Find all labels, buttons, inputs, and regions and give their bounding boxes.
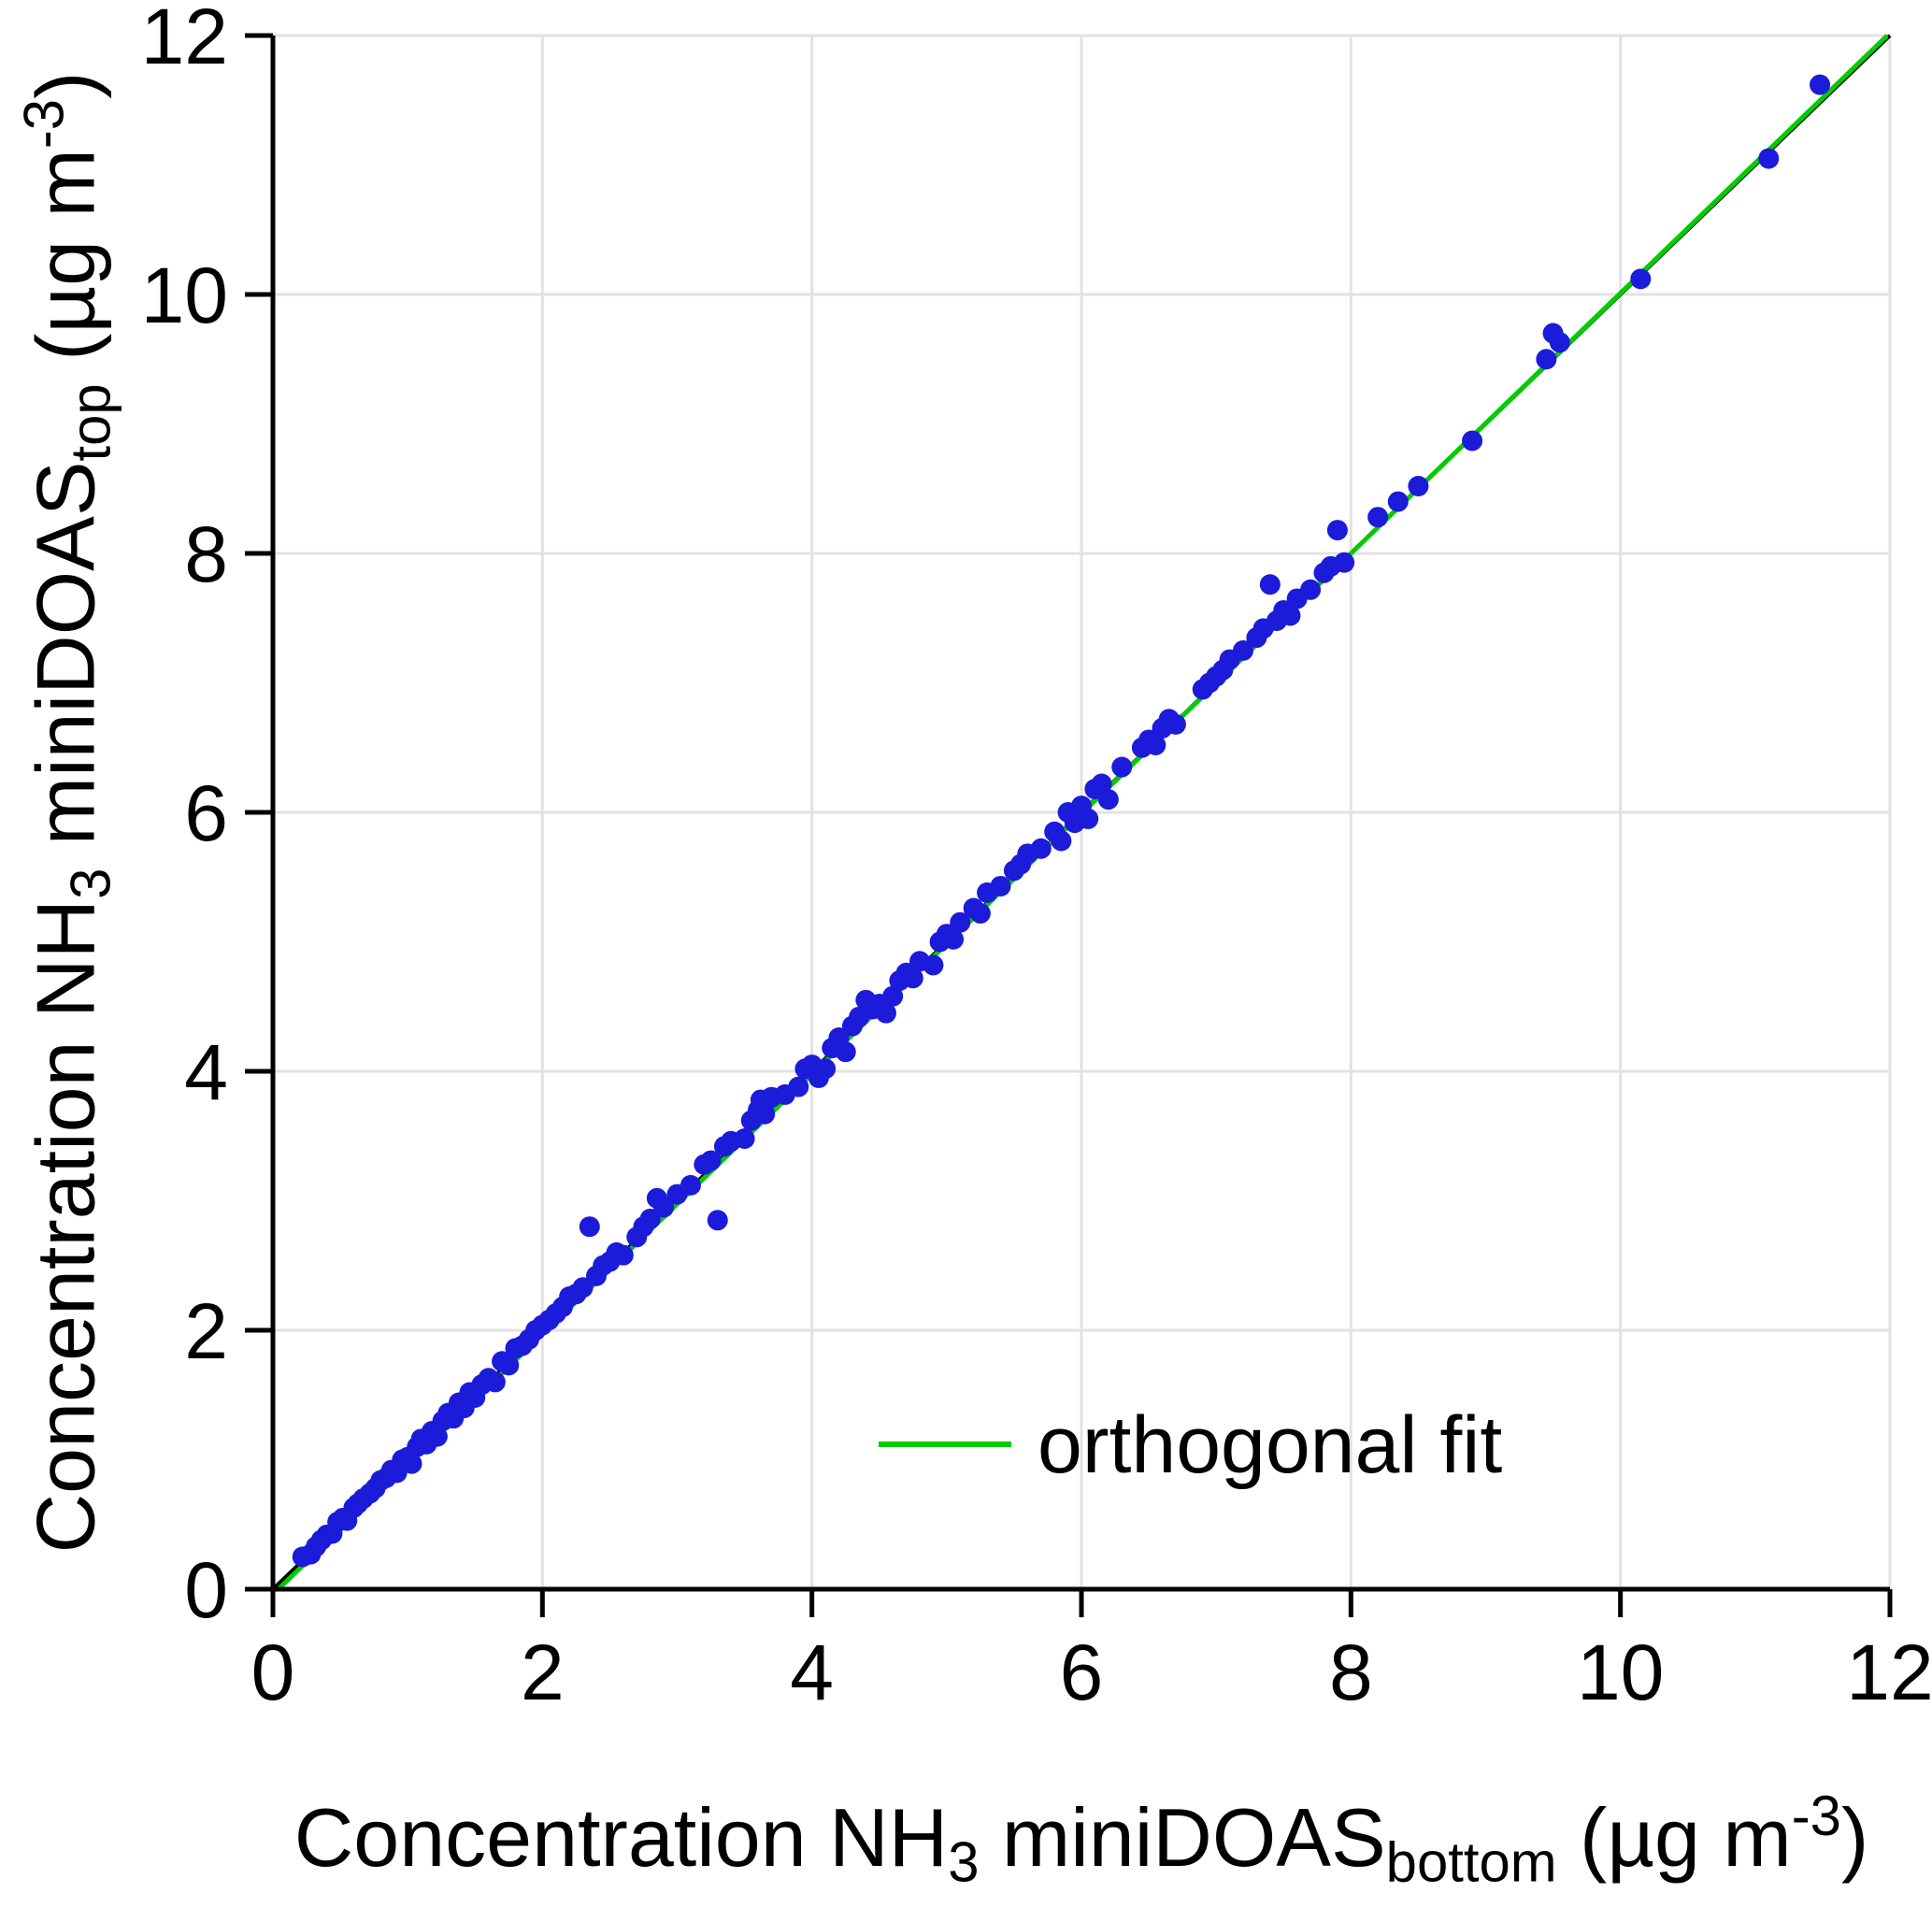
axis-title-fragment: -3	[1791, 1785, 1841, 1847]
data-point	[1387, 491, 1409, 512]
data-point	[1549, 332, 1570, 353]
data-point	[754, 1103, 776, 1125]
data-point	[902, 968, 923, 989]
y-tick-label: 4	[184, 1028, 228, 1116]
data-point	[882, 985, 904, 1007]
data-point	[1367, 507, 1389, 528]
data-point	[700, 1150, 722, 1171]
data-point	[1630, 268, 1652, 290]
data-point	[639, 1208, 661, 1229]
data-point	[1408, 475, 1429, 496]
data-point	[1145, 734, 1166, 755]
data-point	[1233, 639, 1253, 661]
data-point	[969, 903, 991, 925]
data-point	[1165, 713, 1186, 735]
data-point	[707, 1210, 728, 1231]
data-point	[950, 911, 971, 933]
data-point	[1280, 605, 1301, 626]
data-point	[1078, 808, 1099, 829]
data-point	[1536, 349, 1557, 370]
axis-title-fragment: (µg m	[1556, 1790, 1792, 1884]
x-tick-label: 4	[790, 1628, 834, 1716]
data-point	[572, 1277, 594, 1298]
y-axis-title: Concentration NH3 miniDOAStop (µg m-3)	[12, 72, 123, 1554]
data-point	[815, 1058, 837, 1080]
axis-title-fragment: miniDOAS	[979, 1790, 1386, 1884]
axis-title-fragment: )	[19, 71, 112, 99]
data-point	[680, 1174, 701, 1196]
axis-title-fragment: Concentration NH	[293, 1790, 949, 1884]
data-point	[835, 1041, 856, 1063]
data-point	[1091, 773, 1112, 795]
data-point	[1259, 574, 1281, 595]
x-tick-label: 2	[521, 1628, 565, 1716]
data-point	[484, 1371, 506, 1393]
data-point	[1097, 789, 1119, 810]
data-point	[788, 1076, 809, 1097]
y-tick-label: 8	[184, 510, 228, 598]
axis-title-fragment: 3	[948, 1830, 980, 1894]
x-tick-label: 12	[1846, 1628, 1932, 1716]
x-tick-label: 8	[1329, 1628, 1373, 1716]
axis-title-fragment: Concentration NH	[19, 898, 112, 1554]
data-point	[1810, 74, 1831, 95]
data-point	[734, 1128, 755, 1150]
x-axis-title: Concentration NH3 miniDOASbottom (µg m-3…	[294, 1784, 1869, 1895]
y-tick-label: 12	[141, 0, 228, 80]
data-point	[1758, 148, 1780, 169]
data-point	[990, 875, 1011, 896]
x-tick-label: 10	[1577, 1628, 1664, 1716]
axis-title-fragment: top	[59, 383, 122, 462]
data-point	[579, 1216, 600, 1238]
data-point	[1326, 520, 1348, 541]
data-point	[875, 1002, 896, 1024]
axis-title-fragment: miniDOAS	[19, 461, 112, 868]
data-point	[498, 1355, 520, 1376]
x-tick-label: 6	[1060, 1628, 1104, 1716]
data-point	[1111, 756, 1133, 778]
data-point	[1300, 579, 1322, 600]
y-tick-label: 10	[141, 251, 228, 339]
data-point	[943, 928, 965, 950]
axis-title-fragment: )	[1840, 1790, 1869, 1884]
axis-title-fragment: -3	[12, 98, 76, 150]
axis-title-fragment: 3	[59, 868, 122, 899]
axis-title-fragment: bottom	[1385, 1830, 1557, 1894]
axis-title-fragment: (µg m	[19, 149, 112, 384]
data-point	[1462, 430, 1483, 452]
data-point	[923, 954, 944, 976]
legend-label: orthogonal fit	[1038, 1400, 1502, 1490]
x-tick-label: 0	[251, 1628, 295, 1716]
data-point	[612, 1244, 634, 1266]
y-tick-label: 2	[184, 1287, 228, 1375]
y-tick-label: 0	[184, 1546, 228, 1634]
y-tick-label: 6	[184, 769, 228, 857]
data-point	[401, 1453, 422, 1474]
data-point	[653, 1197, 675, 1218]
data-point	[426, 1426, 448, 1447]
data-point	[1334, 552, 1355, 573]
data-point	[1030, 838, 1052, 859]
data-point	[1051, 830, 1072, 852]
